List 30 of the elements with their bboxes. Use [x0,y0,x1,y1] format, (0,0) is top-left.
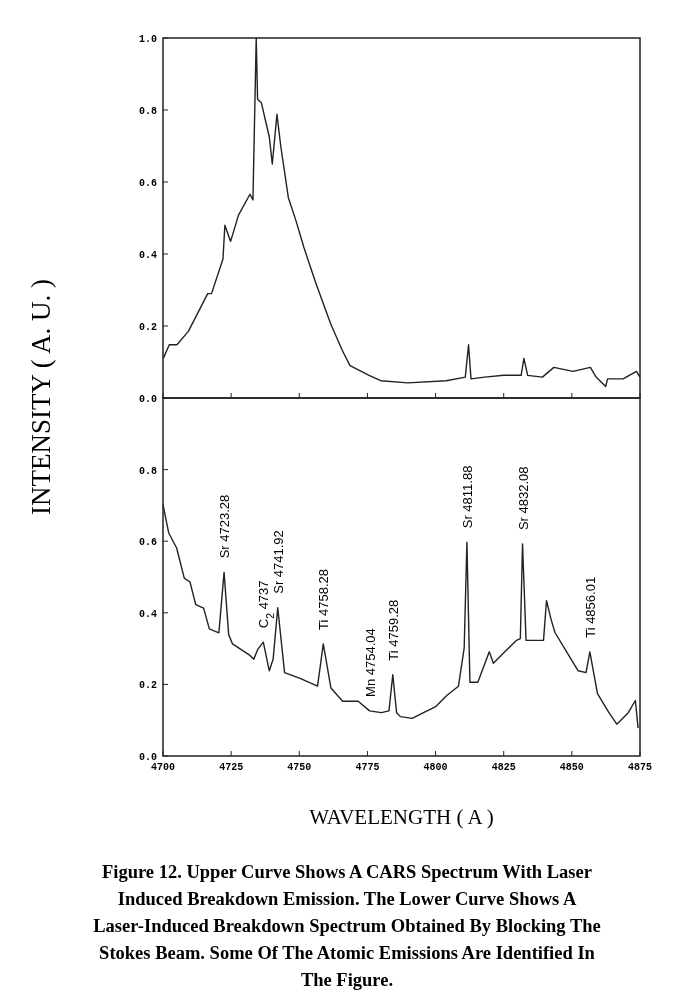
annotation: Sr 4723.28 [217,494,233,559]
y-tick-label: 0.0 [138,394,157,405]
y-tick-label: 1.0 [138,34,157,45]
y-tick-label: 0.4 [138,608,157,620]
y-tick-label: 0.6 [138,178,157,189]
annotation: Ti 4856.01 [582,576,598,638]
annotation: Sr 4832.08 [515,466,531,531]
y-tick-label: 0.8 [138,106,157,117]
caption: Figure 12. Upper Curve Shows A CARS Spectrum With Laser Induced Breakdown Emission. The Lower Curve Shows A Laser-Induced Breakdown Spectrum Obtained By Blocking The Stokes Beam. Some Of The Atomic Emissions Are Identified In The Figure. [93,862,601,990]
annotation: Ti 4759.28 [385,599,401,661]
y-tick-label: 0.6 [138,537,157,549]
x-axis-title: WAVELENGTH ( A ) [309,805,494,829]
x-tick-label: 4825 [491,762,516,773]
y-tick-label: 0.2 [138,680,157,692]
annotation: Sr 4741.92 [270,530,286,594]
annotation: Ti 4758.28 [316,568,332,630]
x-tick-label: 4800 [423,762,448,773]
y-tick-label: 0.8 [138,465,157,477]
y-axis-title: INTENSITY ( A. U. ) [26,279,56,515]
x-tick-label: 4775 [355,762,380,773]
x-tick-label: 4850 [559,762,584,773]
x-tick-label: 4750 [287,762,312,773]
x-tick-label: 4875 [627,762,653,773]
annotation: Mn 4754.04 [362,628,378,697]
x-tick-label: 4700 [150,762,176,773]
y-tick-label: 0.4 [138,250,157,261]
x-tick-label: 4725 [219,762,244,773]
annotation: Sr 4811.88 [459,465,475,529]
y-tick-label: 0.2 [138,322,157,333]
y-tick-label: 0.0 [138,752,157,763]
